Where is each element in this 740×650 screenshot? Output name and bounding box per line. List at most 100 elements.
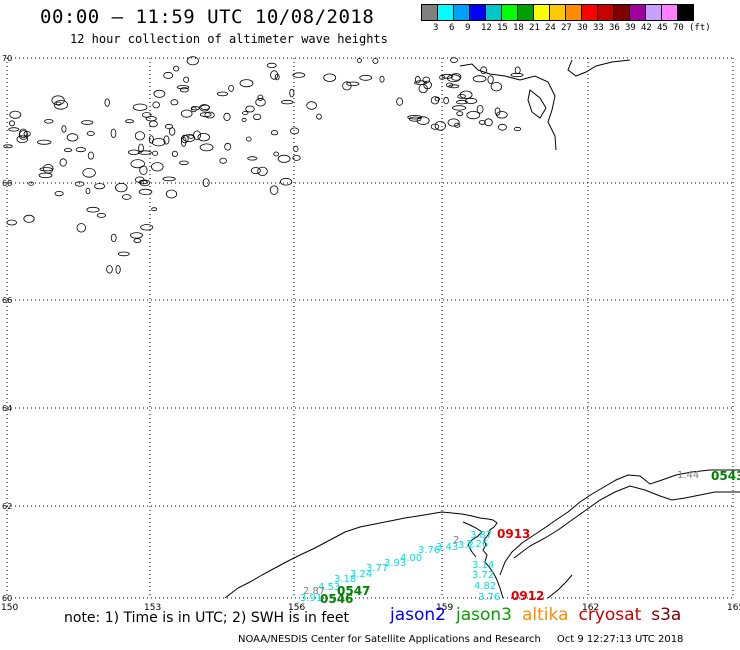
ice-floe bbox=[44, 119, 54, 124]
chart-subtitle: 12 hour collection of altimeter wave hei… bbox=[70, 32, 388, 46]
ice-floe bbox=[163, 71, 174, 79]
legend-label: 24 bbox=[545, 23, 556, 33]
ice-floe bbox=[292, 154, 301, 161]
ice-floe bbox=[466, 111, 481, 120]
swh-value: 3.18 bbox=[334, 574, 356, 585]
ice-floe bbox=[38, 172, 53, 179]
swh-value: 3.14 bbox=[472, 560, 494, 571]
satellite-name: cryosat bbox=[578, 605, 642, 625]
ice-floe bbox=[180, 109, 193, 118]
legend-label: 42 bbox=[641, 23, 652, 33]
swh-value: 3.43 bbox=[436, 542, 458, 553]
ice-floe bbox=[148, 135, 154, 144]
ice-floe bbox=[457, 94, 466, 99]
ice-floe bbox=[87, 151, 95, 160]
ice-floe bbox=[200, 104, 211, 110]
ice-floe bbox=[247, 156, 258, 161]
legend-label: 21 bbox=[529, 23, 540, 33]
legend-label: 6 bbox=[449, 23, 455, 33]
ice-floe bbox=[241, 117, 247, 122]
legend-swatch bbox=[677, 4, 694, 21]
ice-floe bbox=[76, 223, 87, 233]
ice-floe bbox=[456, 111, 464, 116]
satellite-name: altika bbox=[522, 605, 569, 625]
lat-label: 64 bbox=[2, 404, 12, 413]
coastline bbox=[224, 59, 740, 599]
swh-value: 3.24 bbox=[350, 569, 372, 580]
ice-floe bbox=[434, 96, 440, 102]
ice-floe bbox=[269, 185, 279, 195]
satellite-name: jason3 bbox=[456, 605, 512, 625]
ice-floe bbox=[480, 66, 488, 74]
ice-floe bbox=[74, 181, 85, 187]
sea-ice-contours bbox=[3, 56, 524, 274]
ice-floe bbox=[121, 194, 132, 200]
ice-floe bbox=[454, 122, 461, 128]
ice-floe bbox=[356, 58, 362, 63]
ice-floe bbox=[104, 98, 110, 107]
ice-floe bbox=[270, 130, 279, 136]
ice-floe bbox=[219, 157, 227, 164]
ice-floe bbox=[292, 72, 306, 78]
ice-floe bbox=[115, 265, 121, 274]
ice-floe bbox=[223, 112, 231, 122]
lat-label: 68 bbox=[2, 179, 12, 188]
legend-label: 9 bbox=[465, 23, 471, 33]
ice-floe bbox=[430, 123, 440, 130]
pass-time-label: 0912 bbox=[511, 589, 544, 603]
legend-label: 3 bbox=[433, 23, 439, 33]
ice-floe bbox=[81, 120, 94, 125]
ice-floe bbox=[138, 143, 144, 153]
pass-time-label: 0543 bbox=[711, 469, 740, 483]
ice-floe bbox=[409, 116, 422, 122]
swh-value: 3.77 bbox=[366, 563, 388, 574]
ice-floe bbox=[396, 97, 404, 106]
ice-floe bbox=[279, 177, 293, 186]
ice-floe bbox=[346, 81, 360, 86]
ice-floe bbox=[51, 95, 65, 106]
ice-floe bbox=[138, 179, 148, 185]
ice-floe bbox=[494, 107, 501, 116]
ice-floe bbox=[245, 105, 255, 113]
ice-floe bbox=[416, 116, 430, 125]
lon-label: 156 bbox=[288, 603, 305, 613]
ice-floe bbox=[204, 111, 215, 119]
ice-floe bbox=[447, 118, 460, 127]
ice-floe bbox=[18, 130, 29, 141]
lat-label: 66 bbox=[2, 296, 12, 305]
ice-floe bbox=[273, 151, 280, 157]
ice-floe bbox=[372, 58, 379, 64]
ice-floe bbox=[82, 168, 96, 178]
ice-floe bbox=[134, 131, 145, 141]
ice-floe bbox=[487, 75, 494, 84]
ice-floe bbox=[456, 99, 468, 105]
ice-floe bbox=[96, 212, 107, 218]
legend-label: 39 bbox=[625, 23, 636, 33]
lon-label: 153 bbox=[144, 603, 161, 613]
ice-floe bbox=[55, 101, 62, 106]
swh-value: 4.82 bbox=[474, 581, 496, 592]
ice-floe bbox=[138, 188, 153, 195]
ice-floe bbox=[414, 80, 428, 85]
ice-floe bbox=[270, 70, 279, 80]
ice-floe bbox=[132, 103, 148, 111]
ice-floe bbox=[199, 104, 210, 112]
ice-floe bbox=[186, 56, 199, 66]
ice-floe bbox=[281, 99, 294, 105]
legend-label: 27 bbox=[561, 23, 572, 33]
pass-time-label: 0547 bbox=[337, 584, 370, 598]
ice-floe bbox=[59, 158, 67, 167]
ice-floe bbox=[439, 75, 446, 80]
satellite-name: s3a bbox=[651, 605, 682, 625]
ice-floe bbox=[255, 97, 266, 107]
legend-label: 12 bbox=[481, 23, 492, 33]
ice-floe bbox=[434, 121, 446, 131]
ice-floe bbox=[266, 62, 277, 69]
ice-floe bbox=[130, 232, 143, 239]
satellite-legend: jason2 jason3 altika cryosat s3a bbox=[390, 605, 691, 625]
ice-floe bbox=[106, 265, 113, 274]
ice-floe bbox=[133, 238, 142, 244]
ice-floe bbox=[162, 176, 176, 182]
legend-swatches bbox=[421, 4, 694, 21]
ice-floe bbox=[85, 187, 91, 194]
